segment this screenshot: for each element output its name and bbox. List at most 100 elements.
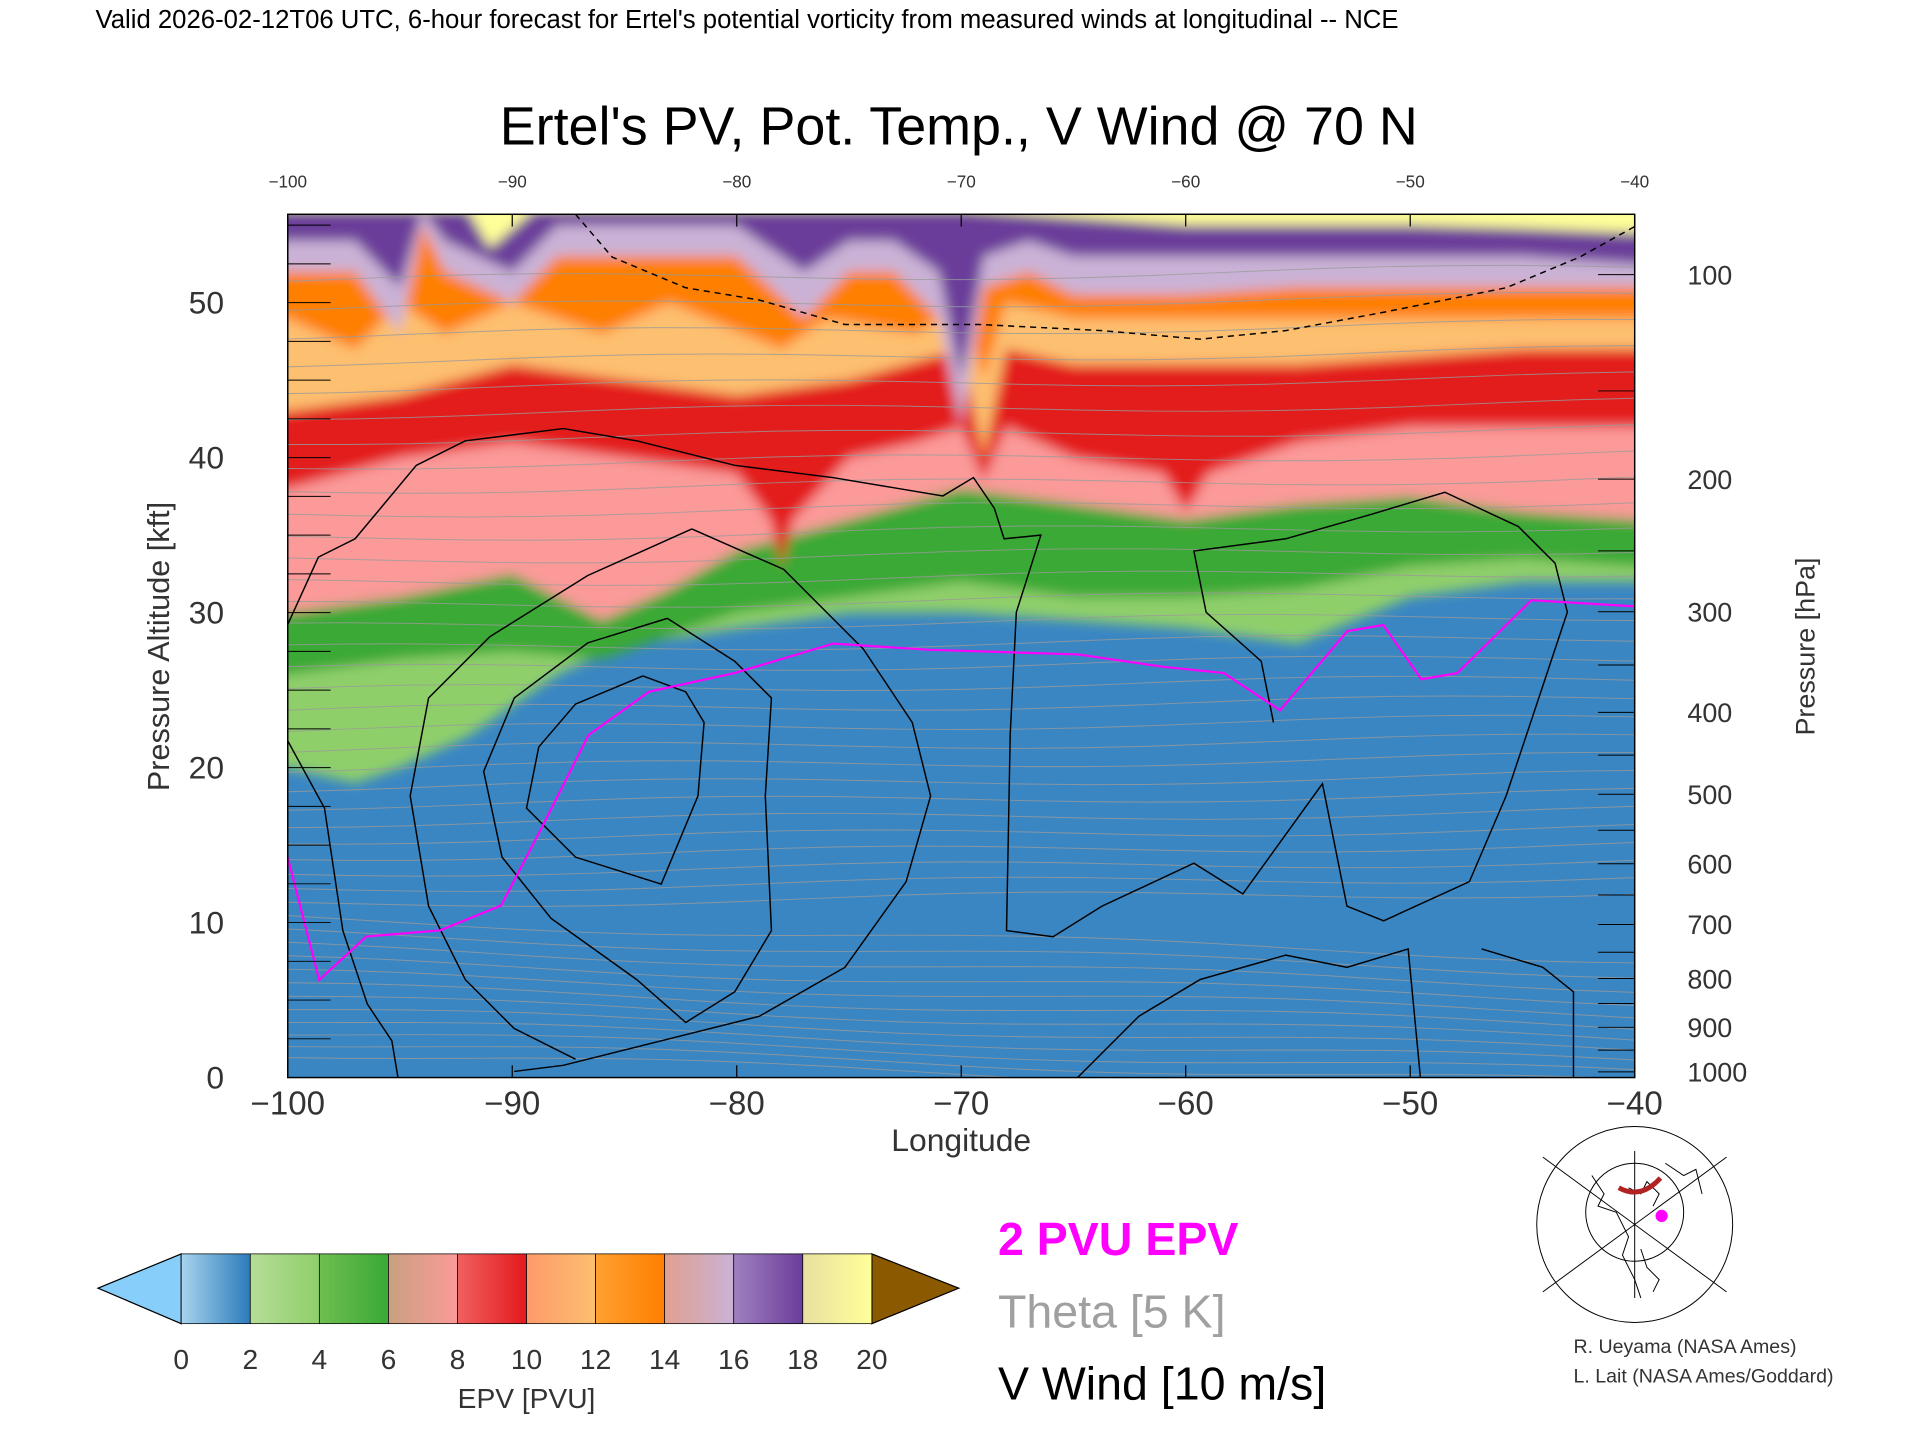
- x-tick-label: −80: [709, 1085, 765, 1122]
- colorbar-tick-label: 14: [649, 1344, 680, 1375]
- legend-theta-label: Theta [5 K]: [998, 1285, 1226, 1337]
- y-axis-right-label: Pressure [hPa]: [1791, 557, 1821, 735]
- pressure-tick-label: 400: [1687, 698, 1732, 728]
- x-tick-label: −60: [1158, 1085, 1214, 1122]
- x-tick-label: −70: [933, 1085, 989, 1122]
- colorbar-tick-label: 20: [856, 1344, 887, 1375]
- colorbar-segment: [249, 1253, 320, 1325]
- v-wind-contour-bottom-right: [1481, 948, 1575, 1078]
- theta-contour-line: [287, 371, 1635, 395]
- v-wind-contour-outer: [409, 528, 693, 1060]
- colorbar-under-arrow: [96, 1252, 182, 1325]
- top-tick-label: −40: [1620, 171, 1649, 191]
- top-tick-label: −80: [722, 171, 751, 191]
- x-tick-label: −40: [1607, 1085, 1663, 1122]
- v-wind-contour-10b: [482, 617, 773, 1024]
- colorbar-segment: [664, 1253, 735, 1325]
- theta-contour-line: [287, 502, 1635, 518]
- y-axis-label: Pressure Altitude [kft]: [142, 502, 176, 791]
- map-meridian: [1542, 1156, 1727, 1293]
- top-tick-label: −60: [1171, 171, 1200, 191]
- v-wind-contour-20: [525, 675, 705, 885]
- colorbar-tick-label: 4: [312, 1344, 328, 1375]
- theta-contour-line: [287, 823, 1635, 845]
- colorbar-segment: [180, 1253, 251, 1325]
- pressure-tick-label: 100: [1687, 260, 1732, 290]
- theta-contour-line: [287, 318, 1635, 340]
- theta-contour-line: [287, 714, 1635, 732]
- colorbar-tick-label: 8: [450, 1344, 466, 1375]
- theta-contour-line: [287, 292, 1635, 312]
- map-section-path: [1617, 1176, 1663, 1195]
- colorbar-tick-label: 18: [787, 1344, 818, 1375]
- pressure-tick-label: 300: [1687, 598, 1732, 628]
- legend-wind-label: V Wind [10 m/s]: [998, 1358, 1326, 1410]
- theta-contour-line: [287, 397, 1635, 421]
- theta-contour-line: [287, 548, 1635, 564]
- v-wind-contour-bottom: [1077, 948, 1422, 1078]
- theta-contour-line: [287, 1021, 1635, 1061]
- header-caption: Valid 2026-02-12T06 UTC, 6-hour forecast…: [96, 6, 1399, 34]
- theta-contour-line: [287, 805, 1635, 829]
- x-tick-label: −100: [251, 1085, 325, 1122]
- pv-2pvu-contour: [287, 599, 1635, 982]
- colorbar-segment: [457, 1253, 527, 1325]
- legend-pv-label: 2 PVU EPV: [998, 1213, 1238, 1265]
- theta-contour-line: [287, 841, 1635, 861]
- theta-contour-line: [287, 955, 1635, 1007]
- theta-contour-line: [287, 635, 1635, 651]
- theta-contour-line: [287, 769, 1635, 793]
- pressure-tick-label: 700: [1687, 910, 1732, 940]
- theta-contour-line: [287, 570, 1635, 586]
- y-tick-label: 20: [189, 750, 224, 786]
- pressure-tick-label: 200: [1687, 465, 1732, 495]
- chart-title: Ertel's PV, Pot. Temp., V Wind @ 70 N: [500, 96, 1418, 156]
- theta-contour-line: [287, 424, 1635, 445]
- y-tick-label: 40: [189, 440, 224, 476]
- credit-line-2: L. Lait (NASA Ames/Goddard): [1573, 1365, 1833, 1387]
- colorbar-over-arrow: [871, 1252, 961, 1325]
- colorbar-tick-label: 12: [580, 1344, 611, 1375]
- colorbar-label: EPV [PVU]: [458, 1383, 596, 1414]
- theta-contour-line: [287, 915, 1635, 964]
- colorbar: 0 2 4 6 8 10 12 14 16 18 20: [96, 1252, 961, 1375]
- pressure-tick-label: 500: [1687, 780, 1732, 810]
- x-axis-label: Longitude: [891, 1122, 1031, 1158]
- y-tick-label: 50: [189, 285, 224, 321]
- pressure-tick-label: 600: [1687, 850, 1732, 880]
- theta-contour-line: [287, 264, 1635, 282]
- theta-contour-line: [287, 655, 1635, 671]
- theta-contour-line: [287, 525, 1635, 541]
- theta-contour-line: [287, 675, 1635, 691]
- map-circle-outer: [1536, 1126, 1734, 1323]
- colorbar-tick-label: 10: [511, 1344, 542, 1375]
- v-wind-contour-left: [287, 740, 399, 1078]
- y-tick-label: 30: [189, 595, 224, 631]
- pressure-tick-label: 1000: [1687, 1058, 1747, 1088]
- y-tick-label: 10: [189, 905, 224, 941]
- theta-contour-line: [287, 450, 1635, 470]
- locator-map: [1536, 1126, 1734, 1323]
- y-tick-label: 0: [206, 1060, 224, 1096]
- theta-contour-line: [287, 733, 1635, 753]
- colorbar-tick-label: 6: [381, 1344, 397, 1375]
- colorbar-segment: [318, 1253, 389, 1325]
- colorbar-segment: [733, 1253, 804, 1325]
- theta-contour-line: [287, 1009, 1635, 1051]
- map-coastlines: [1591, 1162, 1703, 1299]
- top-tick-label: −100: [268, 171, 307, 191]
- colorbar-segment: [526, 1253, 596, 1325]
- plot-area: [287, 214, 1635, 1078]
- v-wind-contours: [287, 214, 1635, 1078]
- pv-band-19: [470, 214, 1635, 249]
- colorbar-segment: [388, 1253, 458, 1325]
- map-location-marker: [1655, 1209, 1668, 1223]
- theta-contour-line: [287, 613, 1635, 630]
- theta-contour-line: [287, 995, 1635, 1041]
- x-tick-label: −90: [484, 1085, 540, 1122]
- top-tick-label: −90: [498, 171, 527, 191]
- axis-ticks: −100 −90 −80 −70 −60 −50 −40 0 10 20 30 40 50 100 200 3…: [189, 214, 1747, 1122]
- pv-band-17: [287, 214, 1635, 381]
- theta-contour-line: [287, 859, 1635, 877]
